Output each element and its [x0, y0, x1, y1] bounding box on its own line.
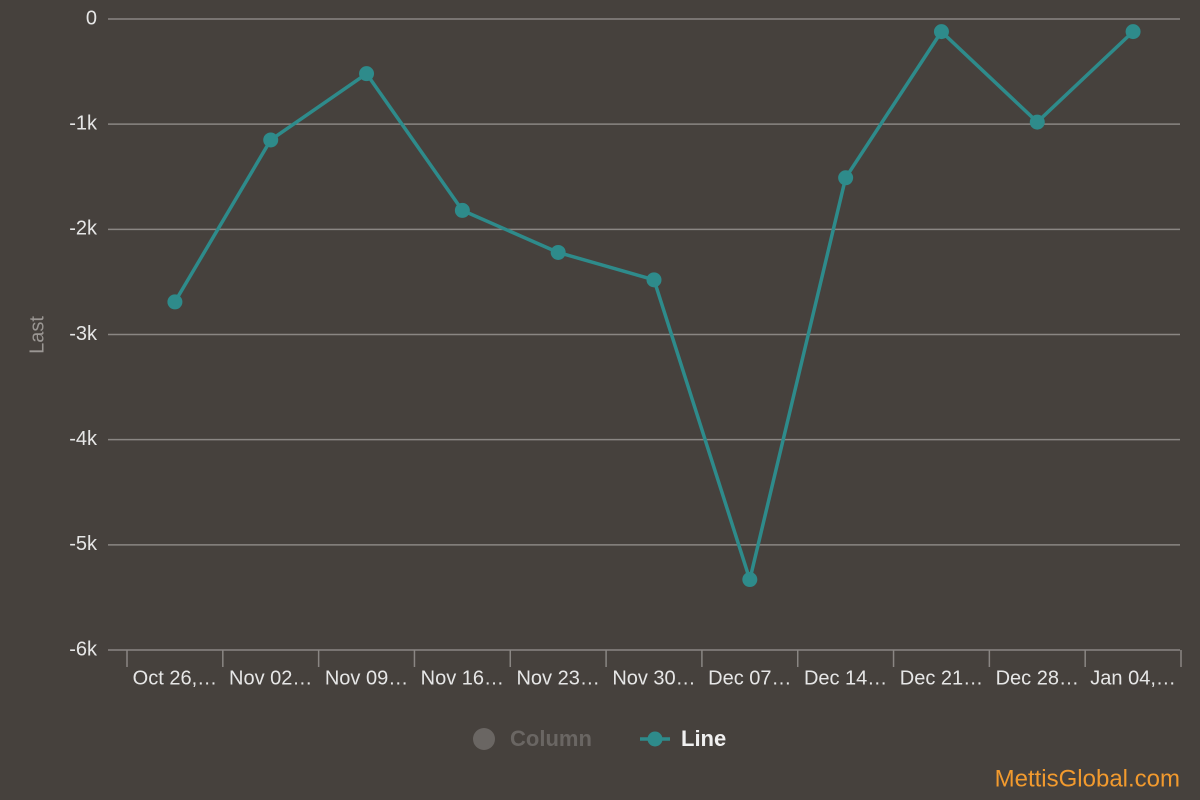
- legend-label[interactable]: Column: [510, 726, 592, 751]
- data-point: [167, 294, 183, 310]
- data-point: [263, 132, 279, 148]
- y-tick-label: -4k: [69, 428, 98, 450]
- legend-symbol: [647, 731, 663, 747]
- y-tick-label: -1k: [69, 112, 98, 134]
- x-tick-label: Nov 23…: [516, 667, 599, 689]
- data-point: [1029, 114, 1045, 130]
- data-point: [742, 572, 758, 588]
- y-tick-label: -2k: [69, 218, 98, 240]
- x-tick-label: Oct 26,…: [133, 667, 217, 689]
- x-tick-label: Dec 07…: [708, 667, 791, 689]
- y-tick-label: -6k: [69, 638, 98, 660]
- data-point: [454, 202, 470, 218]
- data-point: [646, 272, 662, 288]
- x-tick-label: Nov 09…: [325, 667, 408, 689]
- x-tick-label: Nov 30…: [612, 667, 695, 689]
- y-tick-label: 0: [86, 7, 97, 29]
- watermark: MettisGlobal.com: [995, 765, 1180, 792]
- x-tick-label: Dec 28…: [996, 667, 1079, 689]
- data-point: [550, 244, 566, 260]
- data-point: [359, 66, 375, 82]
- data-point: [933, 24, 949, 40]
- y-axis-label: Last: [26, 316, 48, 354]
- x-tick-label: Nov 02…: [229, 667, 312, 689]
- y-tick-label: -3k: [69, 323, 98, 345]
- x-tick-label: Dec 21…: [900, 667, 983, 689]
- data-point: [1125, 24, 1141, 40]
- legend-symbol: [473, 728, 495, 750]
- x-tick-label: Dec 14…: [804, 667, 887, 689]
- x-tick-label: Nov 16…: [421, 667, 504, 689]
- data-point: [838, 170, 854, 186]
- x-tick-label: Jan 04,…: [1090, 667, 1176, 689]
- y-tick-label: -5k: [69, 533, 98, 555]
- legend-label[interactable]: Line: [681, 726, 726, 751]
